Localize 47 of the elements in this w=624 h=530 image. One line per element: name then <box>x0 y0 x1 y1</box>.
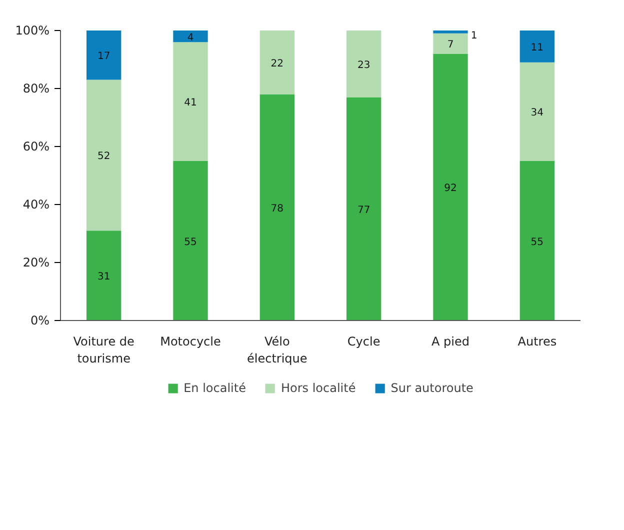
data-label: 7 <box>447 40 454 51</box>
bar <box>433 30 468 34</box>
x-tick-label: A pied <box>432 334 470 348</box>
bar <box>520 62 554 161</box>
legend-label: Sur autoroute <box>390 381 474 395</box>
x-tick-label: Autres <box>518 334 557 348</box>
x-tick-label: Cycle <box>347 334 380 348</box>
bar <box>86 230 122 320</box>
x-tick-label: Vélo électrique <box>247 334 308 366</box>
data-label: 55 <box>530 236 544 248</box>
bar <box>173 30 208 42</box>
data-label: 23 <box>357 60 370 71</box>
bar <box>173 161 208 320</box>
y-tick-label: 0% <box>30 314 50 328</box>
bar <box>260 94 294 320</box>
bar <box>520 30 554 62</box>
bar <box>86 30 122 80</box>
x-tick-label: Voiture de tourisme <box>73 334 134 366</box>
data-label: 41 <box>184 98 197 109</box>
data-label: 78 <box>270 203 284 214</box>
data-label: 52 <box>97 151 110 162</box>
data-label: 4 <box>187 32 194 44</box>
x-tick-label: Motocycle <box>160 334 221 348</box>
y-tick-label: 20% <box>22 256 50 270</box>
y-tick-label: 60% <box>22 140 50 154</box>
data-label: 31 <box>97 272 110 283</box>
data-label: 92 <box>444 183 457 194</box>
bar <box>346 97 382 320</box>
data-label: 11 <box>530 42 544 54</box>
y-tick-label: 80% <box>22 82 50 96</box>
legend-label: En localité <box>184 381 246 395</box>
data-label: 22 <box>270 58 284 70</box>
legend-label: Hors localité <box>280 381 356 395</box>
bar <box>260 30 294 94</box>
data-label: 17 <box>97 51 110 62</box>
bar <box>86 80 122 231</box>
data-label: 55 <box>184 236 197 248</box>
bar <box>433 54 468 320</box>
y-tick-label: 40% <box>22 198 50 212</box>
bar <box>433 33 468 54</box>
y-tick-label: 100% <box>15 24 50 38</box>
data-label: 77 <box>357 204 370 216</box>
bar <box>173 42 208 161</box>
data-label: 34 <box>530 108 544 119</box>
bar <box>346 30 382 98</box>
bar <box>520 161 554 320</box>
data-label: 1 <box>470 30 478 42</box>
